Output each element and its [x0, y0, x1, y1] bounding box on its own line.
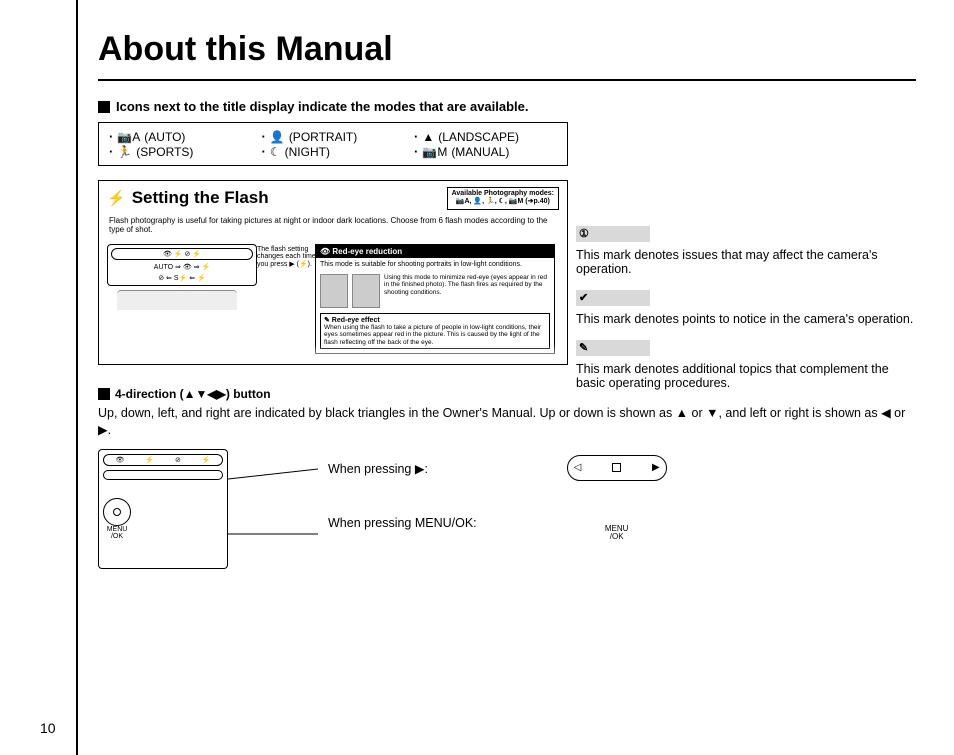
check-text: This mark denotes points to notice in th… [576, 312, 916, 326]
redeye-box: 👁 Red-eye reduction This mode is suitabl… [315, 244, 555, 354]
redeye-head: 👁 Red-eye reduction [316, 245, 554, 258]
figure-labels: When pressing ▶: When pressing MENU/OK: [328, 449, 477, 530]
caution-badge: ① [576, 226, 650, 242]
camera-panel: 👁 ⚡ ⊘ ⚡ AUTO ⇒ 👁 ⇒ ⚡ ⊘ ⇐ S⚡ ⇐ ⚡ [107, 244, 257, 286]
face-thumb-1 [320, 274, 348, 308]
connector-lines [228, 449, 318, 569]
check-note: ✔ This mark denotes points to notice in … [576, 290, 916, 326]
mode-auto: ·📷A (AUTO) [109, 129, 262, 144]
page-number: 10 [40, 720, 56, 736]
dpad-pill: ◁ ▶ [567, 455, 667, 481]
caution-text: This mark denotes issues that may affect… [576, 248, 916, 276]
face-thumb-2 [352, 274, 380, 308]
caution-note: ① This mark denotes issues that may affe… [576, 226, 916, 276]
direction-desc: Up, down, left, and right are indicated … [98, 405, 918, 439]
modes-row-2: ·🏃 (SPORTS) ·☾ (NIGHT) ·📷M (MANUAL) [109, 144, 557, 159]
press-right-label: When pressing ▶: [328, 461, 477, 476]
page-title: About this Manual [98, 0, 916, 81]
flash-example-panel: ⚡ Setting the Flash Available Photograph… [98, 180, 568, 365]
memo-badge: ✎ [576, 340, 650, 356]
flash-header: ⚡ Setting the Flash Available Photograph… [99, 181, 567, 216]
camera-caption: The flash setting changes each time you … [257, 246, 327, 269]
mode-landscape: ·▲ (LANDSCAPE) [414, 129, 557, 144]
flash-left: 👁 ⚡ ⊘ ⚡ AUTO ⇒ 👁 ⇒ ⚡ ⊘ ⇐ S⚡ ⇐ ⚡ The flas… [107, 244, 307, 354]
press-menu-label: When pressing MENU/OK: [328, 516, 477, 530]
triangle-left-icon: ◁ [574, 462, 582, 473]
camera-panel-wrap: 👁 ⚡ ⊘ ⚡ AUTO ⇒ 👁 ⇒ ⚡ ⊘ ⇐ S⚡ ⇐ ⚡ The flas… [107, 244, 307, 286]
check-icon: ✔ [579, 291, 588, 304]
memo-note: ✎ This mark denotes additional topics th… [576, 340, 916, 390]
camera-body-graphic [117, 290, 237, 310]
side-notes: ① This mark denotes issues that may affe… [576, 226, 916, 404]
available-modes-badge: Available Photography modes: 📷A, 👤, 🏃, ☾… [447, 187, 559, 210]
modes-section-heading: Icons next to the title display indicate… [98, 99, 936, 114]
redeye-note-body: When using the flash to take a picture o… [324, 324, 546, 346]
flash-body: 👁 ⚡ ⊘ ⚡ AUTO ⇒ 👁 ⇒ ⚡ ⊘ ⇐ S⚡ ⇐ ⚡ The flas… [99, 240, 567, 364]
menu-ok-label-small: MENU /OK [107, 526, 128, 540]
ok-square-icon [612, 463, 621, 472]
bolt-icon: ⚡ [107, 189, 126, 207]
redeye-mid: Using this mode to minimize red-eye (eye… [316, 271, 554, 311]
menu-ok-label: MENU /OK [605, 525, 629, 541]
redeye-note-head: ✎ Red-eye effect [324, 316, 546, 324]
redeye-note: ✎ Red-eye effect When using the flash to… [320, 313, 550, 349]
modes-row-1: ·📷A (AUTO) ·👤 (PORTRAIT) ·▲ (LANDSCAPE) [109, 129, 557, 144]
memo-text: This mark denotes additional topics that… [576, 362, 916, 390]
redeye-body: This mode is suitable for shooting portr… [316, 258, 554, 271]
mode-manual: ·📷M (MANUAL) [414, 144, 557, 159]
modes-heading-text: Icons next to the title display indicate… [116, 99, 529, 114]
direction-figures: 👁⚡⊘⚡ MENU /OK When pressing ▶: When pres… [98, 449, 936, 569]
memo-icon: ✎ [579, 341, 588, 354]
flash-desc: Flash photography is useful for taking p… [99, 216, 567, 240]
modes-box: ·📷A (AUTO) ·👤 (PORTRAIT) ·▲ (LANDSCAPE) … [98, 122, 568, 166]
camera-seq-b: ⊘ ⇐ S⚡ ⇐ ⚡ [111, 274, 253, 282]
fig-midrow [103, 470, 223, 480]
dpad-button [103, 498, 131, 526]
mode-night: ·☾ (NIGHT) [262, 144, 415, 159]
camera-top-icons: 👁 ⚡ ⊘ ⚡ [111, 248, 253, 260]
pill-figure-col: ◁ ▶ MENU /OK [567, 449, 667, 541]
square-bullet-icon [98, 101, 110, 113]
redeye-mid-text: Using this mode to minimize red-eye (eye… [384, 274, 550, 296]
dpad-area: MENU /OK [103, 498, 223, 540]
mode-sports: ·🏃 (SPORTS) [109, 144, 262, 159]
mode-portrait: ·👤 (PORTRAIT) [262, 129, 415, 144]
caution-icon: ① [579, 227, 589, 240]
camera-seq-a: AUTO ⇒ 👁 ⇒ ⚡ [111, 263, 253, 271]
camera-back-figure: 👁⚡⊘⚡ MENU /OK [98, 449, 228, 569]
square-bullet-icon [98, 388, 110, 400]
triangle-right-icon: ▶ [652, 462, 660, 473]
check-badge: ✔ [576, 290, 650, 306]
flash-title: ⚡ Setting the Flash [107, 188, 269, 208]
fig-top-icons: 👁⚡⊘⚡ [103, 454, 223, 466]
